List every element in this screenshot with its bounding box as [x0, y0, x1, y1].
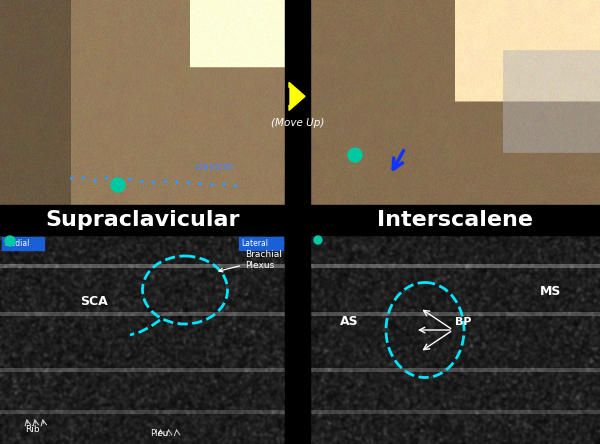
Circle shape [348, 148, 362, 162]
Bar [239, 237, 283, 250]
FancyArrow shape [289, 82, 305, 111]
Text: Rib: Rib [25, 425, 40, 434]
Text: Pleu.: Pleu. [150, 429, 171, 438]
Text: clavicle: clavicle [195, 162, 234, 172]
Bar [285, 235, 310, 444]
Bar [2, 237, 44, 250]
Bar [0, 205, 600, 235]
Circle shape [111, 178, 125, 192]
Circle shape [5, 236, 15, 246]
Bar [285, 0, 310, 205]
Text: Lateral: Lateral [241, 239, 268, 248]
Text: (Move Up): (Move Up) [271, 119, 324, 128]
Text: Brachial
Plexus: Brachial Plexus [219, 250, 282, 272]
Circle shape [314, 236, 322, 244]
Text: AS: AS [340, 315, 359, 328]
Text: Medial: Medial [4, 239, 29, 248]
Text: SCA: SCA [80, 295, 108, 308]
Text: Supraclavicular: Supraclavicular [45, 210, 240, 230]
Text: Interscalene: Interscalene [377, 210, 533, 230]
Text: BP: BP [455, 317, 472, 327]
Text: MS: MS [540, 285, 562, 298]
